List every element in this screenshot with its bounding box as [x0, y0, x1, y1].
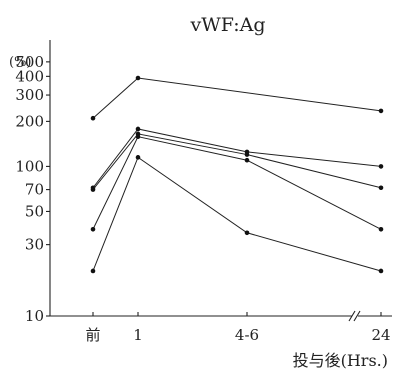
data-point	[244, 230, 250, 236]
data-point	[244, 157, 250, 163]
data-point	[135, 126, 141, 132]
data-point	[135, 155, 141, 160]
series-line	[92, 156, 382, 272]
chart-title: vWF:Ag	[189, 14, 265, 36]
axes	[49, 40, 392, 322]
series-line	[92, 128, 382, 189]
data-point	[90, 268, 96, 274]
data-point	[378, 185, 384, 191]
axis-break-mark	[353, 310, 361, 322]
series-line	[92, 77, 382, 119]
x-tick-label: 前	[85, 326, 100, 344]
y-tick-label: 50	[25, 202, 44, 220]
data-point	[378, 268, 384, 274]
x-ticks: 前 1 4-6 24	[85, 312, 391, 344]
series-line	[92, 136, 382, 230]
y-tick-label: 100	[15, 157, 44, 175]
series-line	[92, 133, 382, 190]
x-tick-label: 24	[371, 326, 390, 344]
x-axis-label: 投与後(Hrs.)	[293, 351, 388, 370]
x-tick-label: 4-6	[235, 326, 259, 344]
y-tick-label: 200	[15, 112, 44, 130]
y-tick-label: 30	[25, 236, 44, 254]
data-point	[90, 187, 96, 192]
y-tick-label: 400	[15, 67, 44, 85]
data-point	[90, 115, 96, 121]
data-point	[378, 164, 384, 169]
data-point	[378, 226, 384, 232]
y-tick-label: 70	[25, 181, 44, 199]
y-axis-label: (%)	[9, 55, 32, 70]
data-point	[244, 152, 250, 157]
data-point	[90, 226, 96, 232]
y-tick-label: 500	[15, 53, 44, 71]
data-point	[378, 108, 384, 114]
data-point	[135, 75, 141, 81]
y-tick-label: 10	[25, 307, 44, 325]
data-point	[135, 134, 141, 139]
series-group	[90, 75, 384, 274]
axis-break-mark	[348, 310, 356, 322]
x-tick-label: 1	[133, 326, 143, 344]
y-tick-label: 300	[15, 86, 44, 104]
